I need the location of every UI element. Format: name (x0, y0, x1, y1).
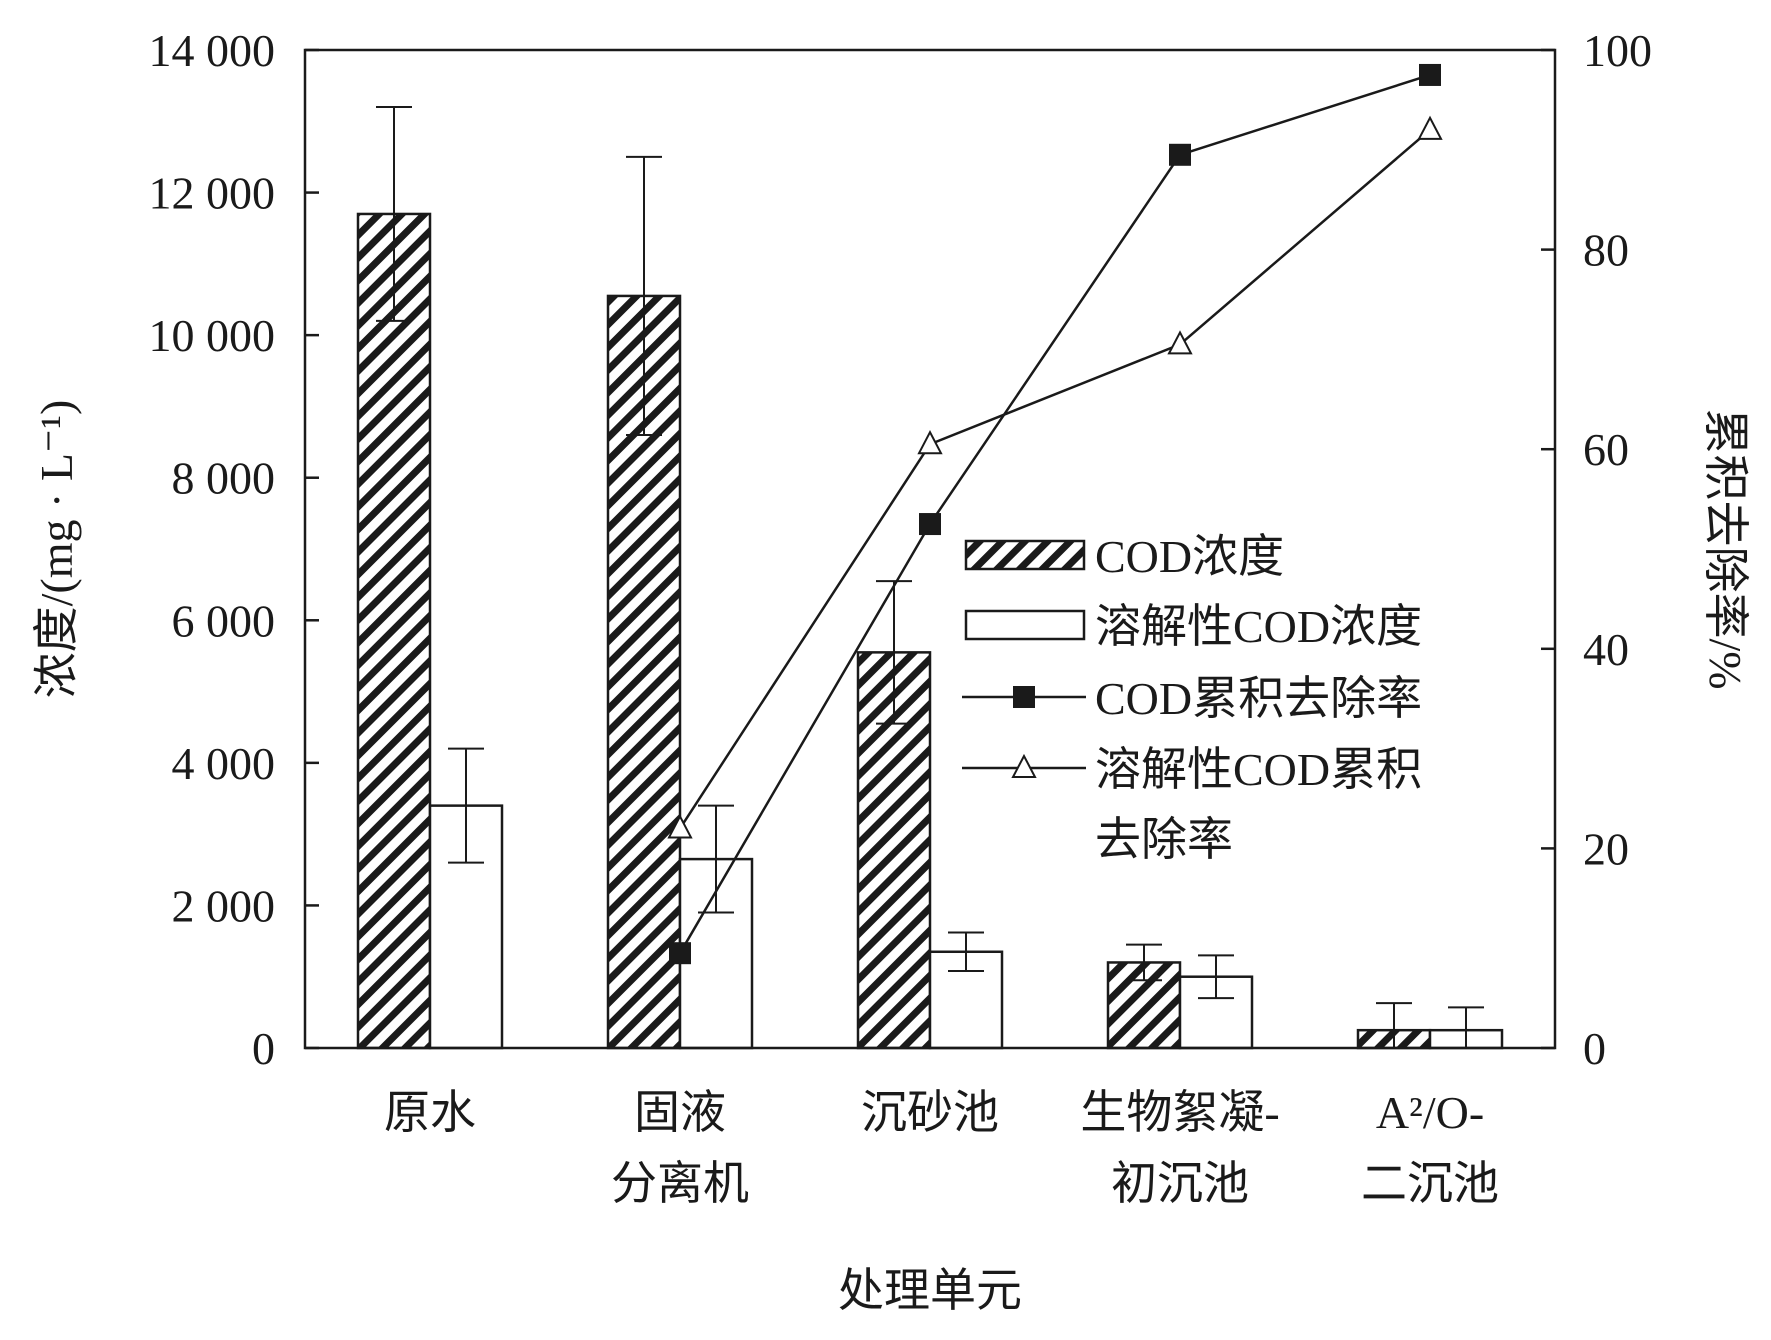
triangle-marker (917, 430, 943, 455)
legend-label: COD累积去除率 (1095, 673, 1422, 724)
category-label: 沉砂池 (861, 1087, 999, 1138)
legend-swatch-cod (964, 539, 1086, 571)
right-tick-label: 40 (1583, 624, 1629, 675)
square-marker (669, 942, 691, 965)
left-tick-label: 8 000 (172, 453, 276, 504)
series-line (678, 73, 1431, 954)
category-label: 固液 (634, 1087, 726, 1138)
plot-frame (303, 48, 1557, 1050)
right-axis-title: 累积去除率/% (1700, 408, 1751, 689)
left-tick-label: 12 000 (149, 168, 276, 219)
triangle-marker (1417, 115, 1443, 140)
left-tick-label: 4 000 (172, 738, 276, 789)
left-tick-label: 2 000 (172, 880, 276, 931)
category-label: 生物絮凝- (1080, 1087, 1279, 1138)
legend-label: 溶解性COD浓度 (1095, 601, 1422, 652)
category-label: 二沉池 (1361, 1158, 1499, 1209)
right-tick-label: 100 (1583, 25, 1652, 76)
lines-layer (667, 63, 1443, 965)
left-tick-label: 14 000 (149, 25, 276, 76)
legend-swatch-soluble-cod (964, 609, 1086, 641)
series-line (678, 128, 1431, 830)
right-tick-label: 20 (1583, 823, 1629, 874)
right-tick-label: 60 (1583, 424, 1629, 475)
category-label: A²/O- (1376, 1087, 1484, 1138)
square-marker (1419, 63, 1441, 86)
bar (356, 212, 432, 1050)
triangle-marker (1011, 753, 1037, 778)
triangle-marker (667, 814, 693, 839)
left-tick-label: 6 000 (172, 595, 276, 646)
left-axis-title: 浓度/(mg · L⁻¹) (31, 400, 82, 699)
labels-layer: 0 2 000 4 000 6 000 8 000 10 000 12 000 14 000 0… (31, 25, 1751, 1316)
x-axis-title: 处理单元 (838, 1265, 1022, 1316)
square-marker (1169, 143, 1191, 166)
category-label: 原水 (384, 1087, 476, 1138)
bars-layer (356, 106, 1504, 1050)
right-tick-label: 80 (1583, 225, 1629, 276)
category-label: 分离机 (611, 1158, 749, 1209)
triangle-marker (1167, 330, 1193, 355)
left-tick-label: 0 (252, 1023, 275, 1074)
square-marker (1013, 686, 1035, 708)
right-tick-label: 0 (1583, 1023, 1606, 1074)
legend-label: COD浓度 (1095, 531, 1284, 582)
left-tick-label: 10 000 (149, 310, 276, 361)
square-marker (919, 513, 941, 536)
legend-label: 去除率 (1095, 814, 1233, 865)
axes-layer (303, 48, 1557, 1050)
legend-label: 溶解性COD累积 (1095, 744, 1422, 795)
category-label: 初沉池 (1111, 1158, 1249, 1209)
